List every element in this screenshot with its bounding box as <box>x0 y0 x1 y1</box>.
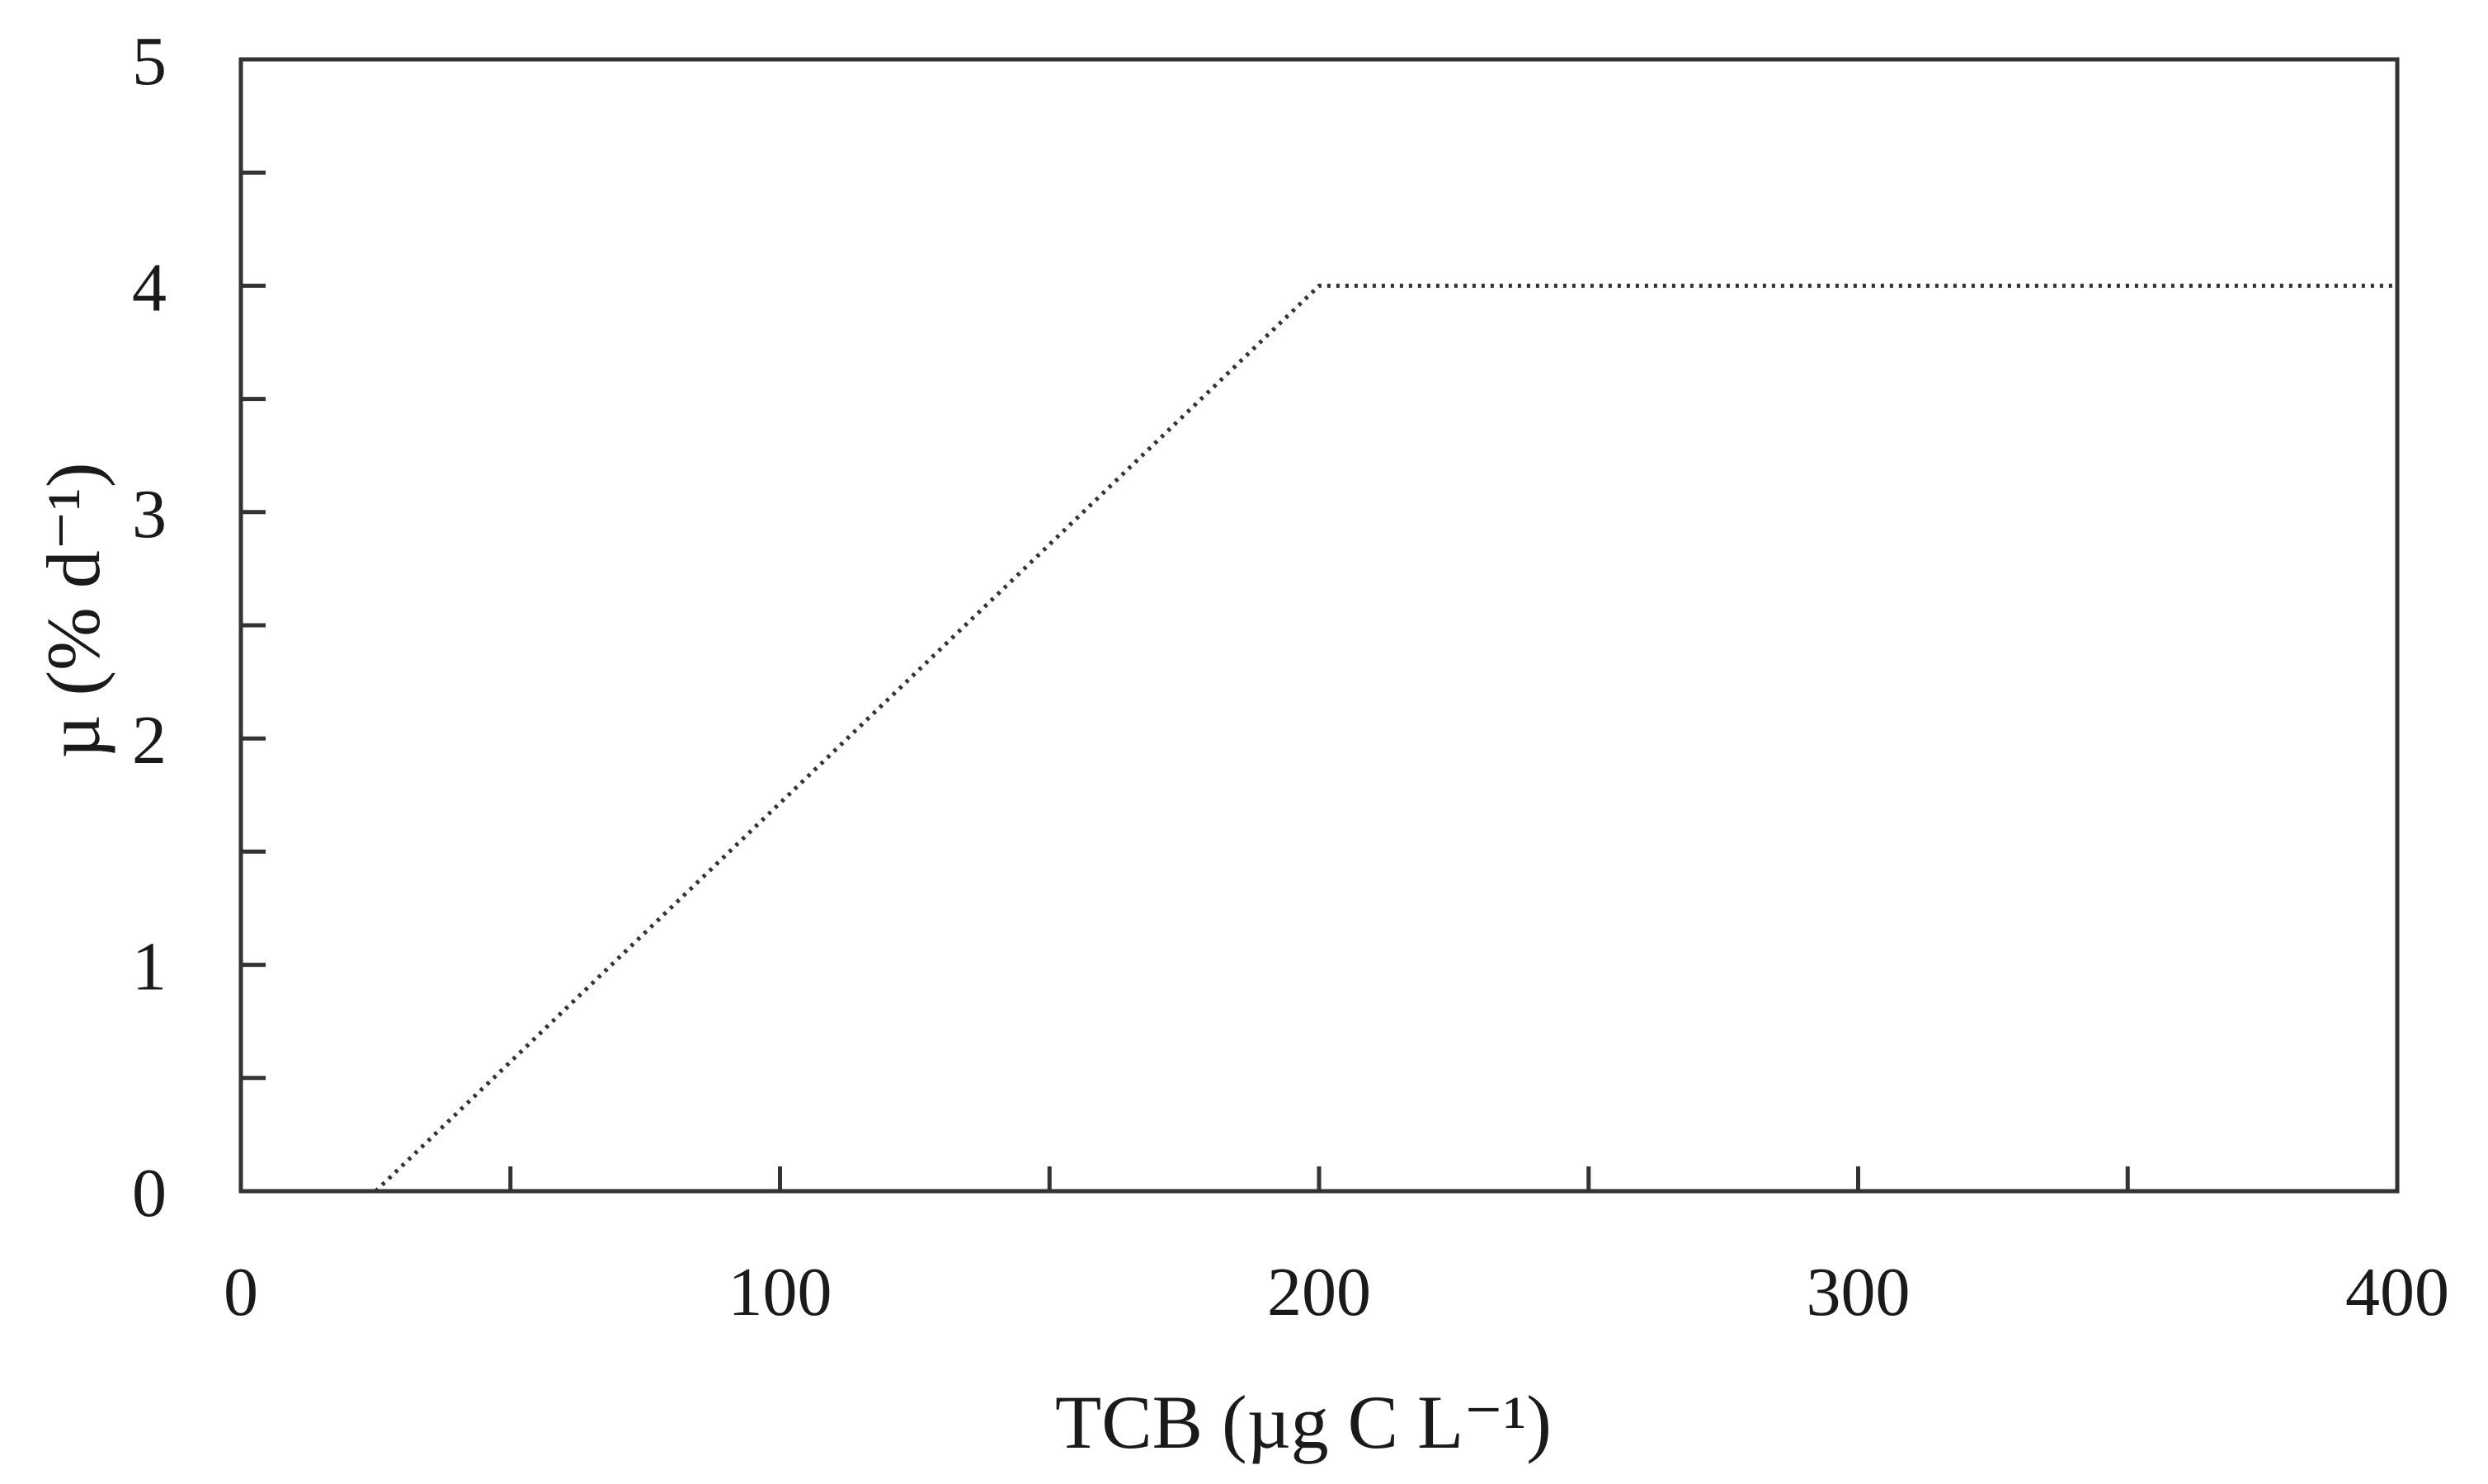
plot-frame <box>238 57 2400 1194</box>
y-axis-tick-labels: 0 1 2 3 4 5 <box>132 23 167 1232</box>
y-tick-label: 5 <box>132 23 167 100</box>
y-tick-label: 4 <box>132 249 167 326</box>
y-axis-ticks <box>241 57 266 1194</box>
y-axis-title: µ (% d⁻¹) <box>31 462 115 758</box>
y-tick-label: 2 <box>132 702 167 779</box>
x-tick-label: 200 <box>1267 1254 1371 1331</box>
x-axis-title: TCB (µg C L⁻¹) <box>1055 1380 1552 1464</box>
x-tick-label: 0 <box>224 1254 258 1331</box>
series-line <box>374 283 2397 1193</box>
series-layer <box>374 283 2397 1193</box>
y-tick-label: 1 <box>132 929 167 1006</box>
x-tick-label: 300 <box>1807 1254 1911 1331</box>
y-tick-label: 3 <box>132 476 167 553</box>
x-axis-ticks <box>238 1166 2400 1191</box>
x-tick-label: 100 <box>728 1254 832 1331</box>
y-tick-label: 0 <box>132 1155 167 1232</box>
x-axis-tick-labels: 0 100 200 300 400 <box>224 1254 2449 1331</box>
x-tick-label: 400 <box>2345 1254 2449 1331</box>
